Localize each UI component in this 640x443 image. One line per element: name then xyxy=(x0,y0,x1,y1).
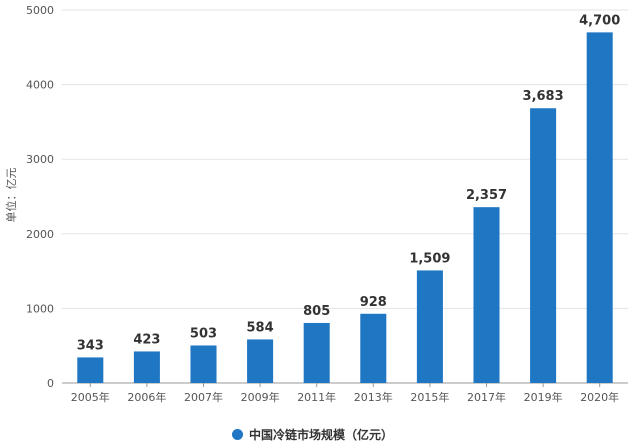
y-axis-label: 单位：亿元 xyxy=(4,168,18,223)
bar xyxy=(133,351,160,383)
x-tick-label: 2013年 xyxy=(354,390,393,404)
bar xyxy=(360,313,387,383)
y-axis: 0 1000 2000 3000 4000 5000 xyxy=(26,4,54,390)
x-tick-label: 2009年 xyxy=(241,390,280,404)
bar xyxy=(303,322,330,383)
x-tick-label: 2006年 xyxy=(127,390,166,404)
y-tick-label: 3000 xyxy=(26,153,54,166)
data-label: 503 xyxy=(190,326,217,341)
y-tick-label: 1000 xyxy=(26,302,54,315)
data-label: 423 xyxy=(133,332,160,347)
x-tick-label: 2019年 xyxy=(524,390,563,404)
data-label: 1,509 xyxy=(409,251,450,266)
x-tick-label: 2011年 xyxy=(297,390,336,404)
bars xyxy=(77,32,613,383)
legend-label: 中国冷链市场规模（亿元） xyxy=(249,428,394,442)
legend: 中国冷链市场规模（亿元） xyxy=(232,426,393,443)
bar xyxy=(190,345,217,383)
data-label: 4,700 xyxy=(579,13,620,28)
bar xyxy=(247,339,274,383)
bar xyxy=(530,108,557,383)
x-tick-label: 2005年 xyxy=(71,390,110,404)
data-label: 343 xyxy=(77,338,104,353)
legend-marker xyxy=(232,429,243,440)
data-label: 2,357 xyxy=(466,188,507,203)
y-tick-label: 5000 xyxy=(26,4,54,17)
x-tick-label: 2007年 xyxy=(184,390,223,404)
data-label: 3,683 xyxy=(523,89,564,104)
x-tick-label: 2017年 xyxy=(467,390,506,404)
y-tick-label: 4000 xyxy=(26,79,54,92)
x-tick-label: 2020年 xyxy=(580,390,619,404)
y-tick-label: 2000 xyxy=(26,228,54,241)
bar xyxy=(416,270,443,383)
bar xyxy=(586,32,613,383)
data-label: 805 xyxy=(303,304,330,319)
y-tick-label: 0 xyxy=(47,377,54,390)
data-label: 928 xyxy=(360,295,387,310)
x-axis: 2005年 2006年 2007年 2009年 2011年 2013年 2015年 2017年… xyxy=(71,383,619,404)
x-tick-label: 2015年 xyxy=(410,390,449,404)
bar xyxy=(77,357,104,383)
bar xyxy=(473,207,500,383)
data-label: 584 xyxy=(247,320,274,335)
data-labels: 343 423 503 584 805 928 1,509 2,357 3,683 4,700 xyxy=(77,13,621,353)
